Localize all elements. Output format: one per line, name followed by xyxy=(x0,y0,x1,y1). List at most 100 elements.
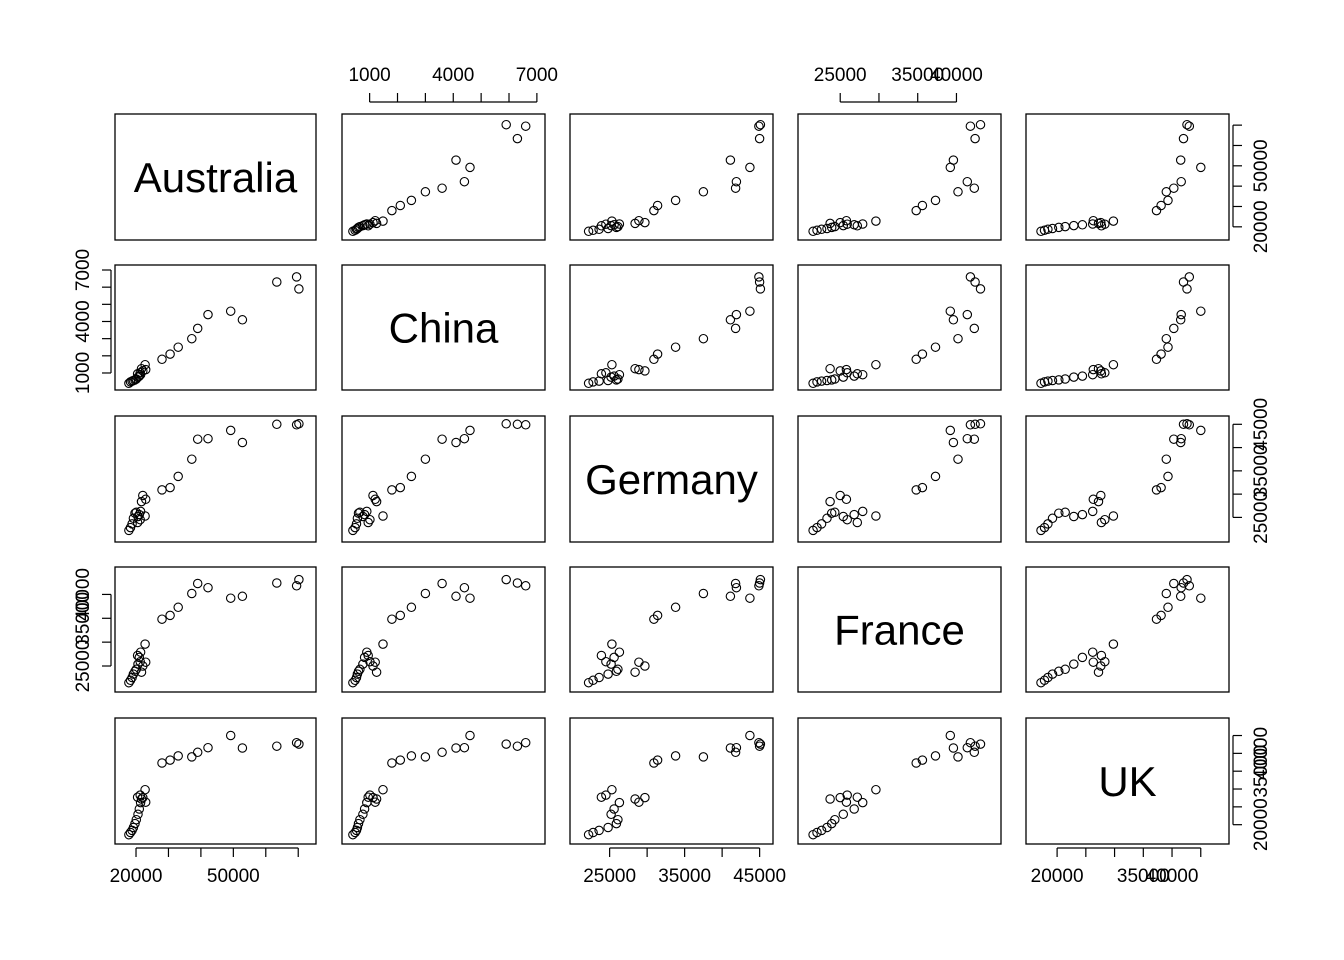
data-point xyxy=(1096,490,1106,501)
data-point xyxy=(1093,496,1104,507)
tick-label: 7000 xyxy=(73,249,94,291)
data-point xyxy=(830,507,840,518)
data-point xyxy=(611,222,622,233)
data-point xyxy=(371,667,382,677)
data-point xyxy=(272,578,282,588)
data-point xyxy=(1163,602,1173,613)
data-point xyxy=(133,511,143,522)
data-point xyxy=(755,119,766,130)
data-point xyxy=(871,511,881,521)
data-point xyxy=(588,225,598,236)
data-point xyxy=(1108,359,1119,370)
data-point xyxy=(420,752,431,762)
data-point xyxy=(725,743,736,753)
data-point xyxy=(917,755,928,765)
data-point xyxy=(1178,578,1189,588)
data-point xyxy=(1184,272,1195,282)
data-point xyxy=(754,737,764,748)
data-point xyxy=(192,323,203,334)
data-point xyxy=(852,221,863,231)
data-point xyxy=(358,659,368,669)
data-point xyxy=(816,376,827,386)
data-point xyxy=(652,349,663,359)
data-point xyxy=(1088,657,1099,667)
variable-label-uk: UK xyxy=(1098,758,1156,805)
data-point xyxy=(291,737,302,748)
data-point xyxy=(614,797,625,808)
data-point xyxy=(237,315,248,325)
panel-uk-vs-germany xyxy=(569,717,774,845)
data-point xyxy=(725,591,736,602)
data-point xyxy=(835,490,845,501)
data-point xyxy=(835,366,845,376)
data-point xyxy=(237,591,248,602)
data-point xyxy=(1156,610,1166,621)
data-point xyxy=(1196,425,1206,436)
data-point xyxy=(135,797,146,808)
tick-label: 4000 xyxy=(73,300,94,342)
data-point xyxy=(1156,200,1166,211)
data-point xyxy=(930,342,941,352)
data-point xyxy=(857,369,868,380)
data-point xyxy=(945,425,956,436)
panel-uk-vs-uk: UK xyxy=(1025,717,1230,845)
data-point xyxy=(652,200,663,211)
data-point xyxy=(698,752,709,762)
data-point xyxy=(603,669,613,679)
tick-label: 50000 xyxy=(1251,139,1272,192)
data-point xyxy=(930,751,941,761)
data-point xyxy=(378,511,388,521)
data-point xyxy=(730,578,741,589)
data-point xyxy=(640,792,650,803)
data-point xyxy=(857,797,868,808)
data-point xyxy=(135,368,145,378)
data-point xyxy=(225,730,236,741)
data-point xyxy=(965,272,976,282)
data-point xyxy=(362,219,372,229)
data-point xyxy=(953,187,963,197)
tick-label: 20000 xyxy=(1251,200,1272,253)
variable-label-france: France xyxy=(834,607,965,654)
data-point xyxy=(1178,419,1189,430)
data-point xyxy=(698,187,709,197)
data-point xyxy=(588,675,598,686)
data-point xyxy=(465,593,475,603)
data-point xyxy=(816,825,827,836)
panel-australia-vs-france xyxy=(797,113,1002,241)
data-point xyxy=(970,277,980,287)
data-point xyxy=(363,517,373,528)
data-point xyxy=(187,752,197,762)
data-point xyxy=(609,652,619,663)
data-point xyxy=(1060,221,1070,232)
data-point xyxy=(451,437,461,448)
data-point xyxy=(1077,220,1088,230)
data-point xyxy=(187,588,197,599)
panel-germany-vs-germany: Germany xyxy=(569,415,774,543)
data-point xyxy=(825,794,835,804)
data-point xyxy=(362,506,372,517)
data-point xyxy=(387,205,397,216)
data-point xyxy=(1047,375,1058,386)
data-point xyxy=(395,200,406,211)
data-point xyxy=(192,578,203,589)
data-point xyxy=(917,482,928,493)
data-point xyxy=(698,588,709,599)
data-point xyxy=(203,742,213,753)
data-point xyxy=(852,517,863,528)
data-point xyxy=(614,647,625,657)
data-point xyxy=(969,323,980,334)
data-point xyxy=(969,183,980,193)
data-point xyxy=(652,610,663,621)
data-point xyxy=(272,419,282,430)
panel-australia-vs-australia: Australia xyxy=(114,113,317,241)
data-point xyxy=(607,216,617,226)
data-point xyxy=(134,652,145,663)
data-point xyxy=(911,205,921,216)
tick-label: 35000 xyxy=(73,592,94,645)
data-point xyxy=(630,794,640,804)
data-point xyxy=(437,434,447,444)
panel-frame xyxy=(1025,717,1230,845)
tick-label: 7000 xyxy=(516,65,558,86)
data-point xyxy=(294,574,304,585)
variable-label-australia: Australia xyxy=(134,154,298,201)
